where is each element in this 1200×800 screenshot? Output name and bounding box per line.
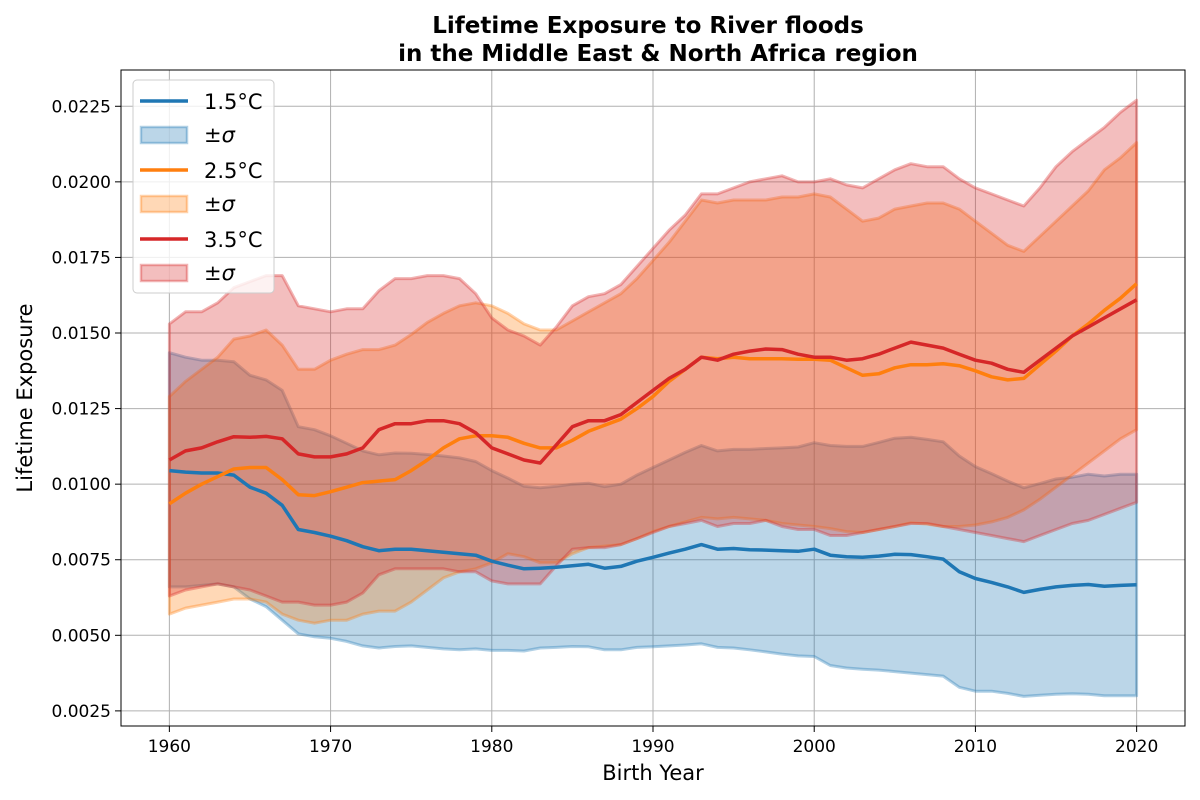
grid-lines — [121, 70, 1185, 726]
x-tick-label: 1960 — [148, 737, 191, 757]
y-tick-label: 0.0225 — [52, 97, 111, 117]
y-tick-label: 0.0050 — [52, 626, 111, 646]
std-bands — [167, 98, 1139, 698]
line-series-0 — [169, 468, 1137, 595]
y-tick-label: 0.0175 — [52, 248, 111, 268]
chart-title: Lifetime Exposure to River floods — [432, 13, 864, 39]
x-tick-label: 2010 — [954, 737, 997, 757]
x-tick-label: 1970 — [309, 737, 352, 757]
line-series-1 — [168, 282, 1138, 506]
legend-band-label: ±σ — [204, 192, 236, 216]
y-tick-label: 0.0150 — [52, 324, 111, 344]
legend-entry-label: 2.5°C — [204, 159, 263, 183]
y-tick-label: 0.0125 — [52, 400, 111, 420]
x-axis-ticks: 1960 1970 1980 1990 2000 2010 2020 — [148, 726, 1158, 757]
y-axis-ticks: 0.0025 0.0050 0.0075 0.0100 0.0125 0.0150 0.01… — [52, 97, 121, 722]
y-tick-label: 0.0200 — [52, 173, 111, 193]
legend-entry-label: 1.5°C — [204, 90, 263, 114]
legend-band-label: ±σ — [204, 123, 236, 147]
y-tick-label: 0.0075 — [52, 551, 111, 571]
band-series-0 — [167, 351, 1139, 698]
x-tick-label: 1990 — [631, 737, 674, 757]
mean-lines — [168, 282, 1138, 595]
legend: 1.5°C ±σ 2.5°C ±σ 3.5°C ±σ — [132, 79, 275, 294]
band-series-1 — [167, 141, 1139, 625]
legend-band-swatch — [139, 194, 189, 214]
legend-band-swatch — [139, 125, 189, 145]
y-axis-label: Lifetime Exposure — [13, 303, 37, 492]
y-tick-label: 0.0025 — [52, 702, 111, 722]
band-series-2 — [167, 98, 1139, 607]
y-tick-label: 0.0100 — [52, 475, 111, 495]
line-series-2 — [168, 298, 1138, 465]
x-tick-label: 2000 — [793, 737, 836, 757]
legend-band-swatch — [139, 263, 189, 283]
x-tick-label: 2020 — [1115, 737, 1158, 757]
legend-band-label: ±σ — [204, 261, 236, 285]
x-axis-label: Birth Year — [602, 761, 704, 785]
x-tick-label: 1980 — [470, 737, 513, 757]
chart-subtitle: in the Middle East & North Africa region — [398, 41, 918, 67]
legend-entry-label: 3.5°C — [204, 228, 263, 252]
